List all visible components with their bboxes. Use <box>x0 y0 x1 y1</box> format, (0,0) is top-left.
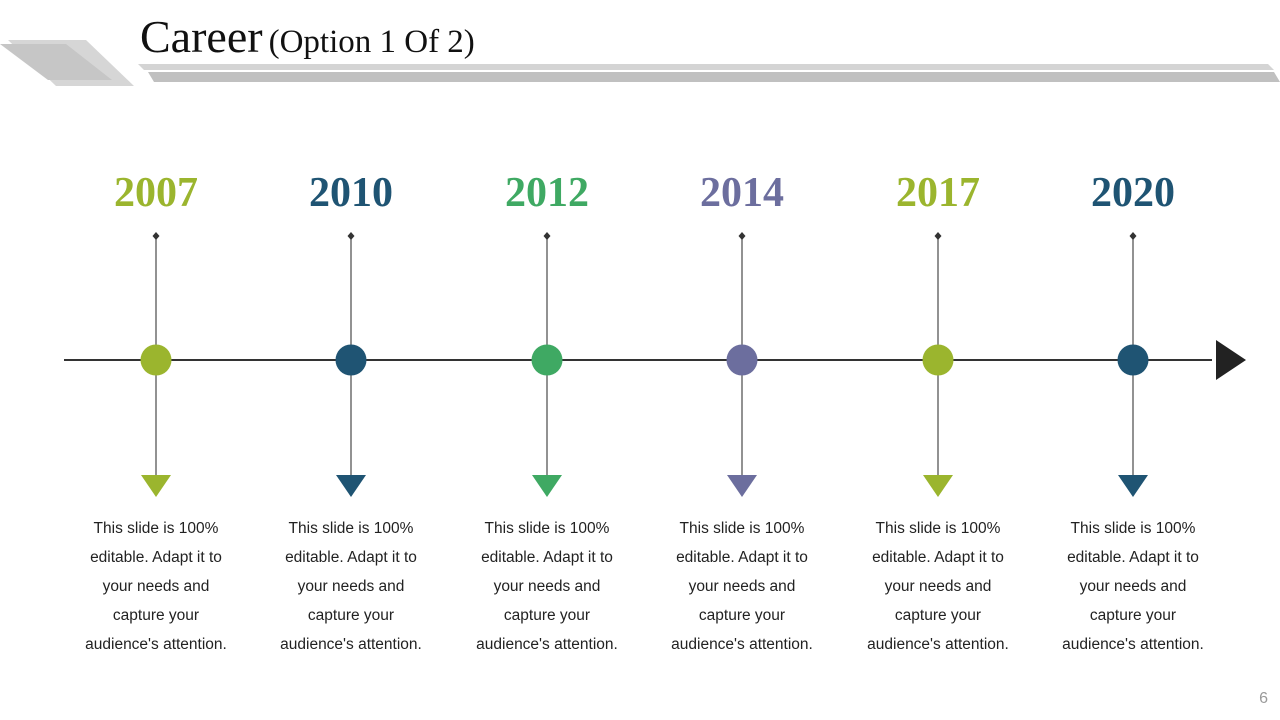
milestone-2014 <box>726 232 758 497</box>
diamond-marker <box>934 232 942 240</box>
diamond-marker <box>543 232 551 240</box>
diamond-marker <box>1129 232 1137 240</box>
milestone-2020 <box>1117 232 1149 497</box>
milestone-dot <box>1117 344 1149 376</box>
milestone-year: 2020 <box>1091 170 1175 216</box>
down-arrow-icon <box>1118 475 1148 497</box>
milestone-2017 <box>922 232 954 497</box>
milestone-description: This slide is 100% editable. Adapt it to… <box>671 520 813 653</box>
title-subtitle: (Option 1 Of 2) <box>268 24 475 60</box>
header-decoration <box>0 40 1280 86</box>
page-title: Career (Option 1 Of 2) <box>140 14 475 60</box>
milestone-dot <box>531 344 563 376</box>
page-number: 6 <box>1259 690 1268 707</box>
diamond-marker <box>152 232 160 240</box>
milestone-dot <box>140 344 172 376</box>
milestone-2010 <box>335 232 367 497</box>
title-main: Career <box>140 11 263 62</box>
milestone-2007 <box>140 232 172 497</box>
down-arrow-icon <box>532 475 562 497</box>
milestone-description: This slide is 100% editable. Adapt it to… <box>867 520 1009 653</box>
milestone-description: This slide is 100% editable. Adapt it to… <box>1062 520 1204 653</box>
milestone-description: This slide is 100% editable. Adapt it to… <box>280 520 422 653</box>
milestone-description: This slide is 100% editable. Adapt it to… <box>85 520 227 653</box>
timeline-arrowhead <box>1216 340 1246 380</box>
milestone-description: This slide is 100% editable. Adapt it to… <box>476 520 618 653</box>
milestone-dot <box>726 344 758 376</box>
milestone-dot <box>335 344 367 376</box>
milestone-year: 2010 <box>309 170 393 216</box>
diamond-marker <box>347 232 355 240</box>
milestone-year: 2017 <box>896 170 980 216</box>
milestone-year: 2007 <box>114 170 198 216</box>
milestone-dot <box>922 344 954 376</box>
down-arrow-icon <box>923 475 953 497</box>
down-arrow-icon <box>336 475 366 497</box>
milestone-2012 <box>531 232 563 497</box>
milestone-year: 2012 <box>505 170 589 216</box>
down-arrow-icon <box>141 475 171 497</box>
down-arrow-icon <box>727 475 757 497</box>
milestone-year: 2014 <box>700 170 784 216</box>
diamond-marker <box>738 232 746 240</box>
